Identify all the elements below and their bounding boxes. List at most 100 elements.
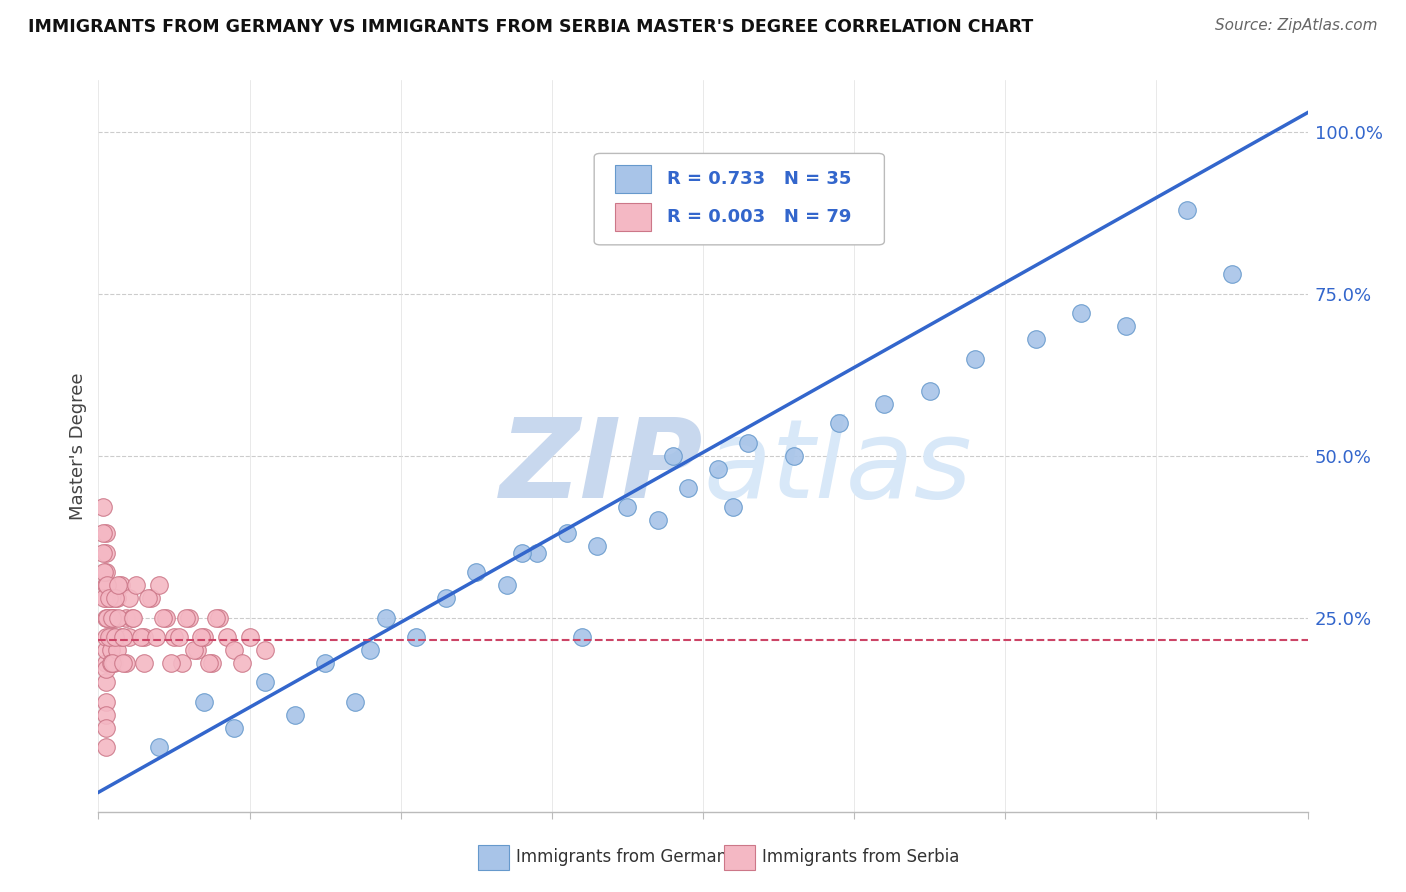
Bar	[614, 165, 651, 193]
Point	[360, 643, 382, 657]
Point	[129, 630, 152, 644]
Point	[111, 656, 134, 670]
Point	[152, 610, 174, 624]
Point	[101, 656, 124, 670]
Point	[121, 610, 143, 624]
Point	[616, 500, 638, 515]
Point	[374, 610, 396, 624]
Point	[94, 643, 117, 657]
Point	[405, 630, 427, 644]
Point	[183, 643, 205, 657]
Point	[141, 591, 163, 606]
Point	[132, 630, 155, 644]
Point	[104, 591, 127, 606]
Point	[647, 513, 669, 527]
Point	[828, 417, 851, 431]
Point	[170, 656, 193, 670]
Point	[783, 449, 806, 463]
Point	[510, 546, 533, 560]
Point	[91, 526, 114, 541]
Point	[94, 662, 117, 676]
Point	[110, 578, 132, 592]
Point	[737, 435, 759, 450]
Point	[495, 578, 517, 592]
Point	[114, 610, 136, 624]
Point	[103, 630, 125, 644]
Text: R = 0.003   N = 79: R = 0.003 N = 79	[666, 208, 851, 226]
Point	[98, 630, 121, 644]
Point	[555, 526, 578, 541]
Point	[100, 610, 122, 624]
Point	[94, 566, 117, 580]
FancyBboxPatch shape	[595, 153, 884, 244]
Point	[94, 656, 117, 670]
Point	[94, 578, 117, 592]
Point	[314, 656, 336, 670]
Point	[190, 630, 212, 644]
Point	[208, 610, 231, 624]
Point	[100, 656, 122, 670]
Text: R = 0.733   N = 35: R = 0.733 N = 35	[666, 170, 851, 188]
Point	[434, 591, 457, 606]
Point	[586, 539, 609, 553]
Point	[163, 630, 186, 644]
Point	[723, 500, 745, 515]
Point	[284, 707, 307, 722]
Text: atlas: atlas	[703, 415, 972, 522]
Point	[94, 675, 117, 690]
Point	[100, 591, 122, 606]
Point	[96, 578, 118, 592]
Point	[965, 351, 987, 366]
Point	[707, 461, 730, 475]
Point	[94, 610, 117, 624]
Y-axis label: Master's Degree: Master's Degree	[69, 372, 87, 520]
Point	[197, 656, 219, 670]
Point	[107, 578, 129, 592]
Point	[231, 656, 253, 670]
Point	[253, 643, 276, 657]
Point	[94, 721, 117, 735]
Point	[105, 643, 128, 657]
Bar	[614, 203, 651, 231]
Point	[676, 481, 699, 495]
Point	[1024, 332, 1046, 346]
Point	[94, 695, 117, 709]
Point	[344, 695, 367, 709]
Point	[104, 630, 127, 644]
Point	[94, 739, 117, 754]
Point	[224, 721, 246, 735]
Text: Source: ZipAtlas.com: Source: ZipAtlas.com	[1215, 18, 1378, 33]
Point	[873, 397, 896, 411]
Point	[91, 500, 114, 515]
Point	[253, 675, 276, 690]
Point	[167, 630, 190, 644]
Point	[193, 695, 215, 709]
Point	[186, 643, 208, 657]
Point	[918, 384, 941, 398]
Point	[100, 630, 122, 644]
Point	[103, 610, 125, 624]
Point	[215, 630, 238, 644]
Point	[125, 578, 148, 592]
Point	[193, 630, 215, 644]
Point	[1220, 268, 1243, 282]
Point	[148, 739, 170, 754]
Point	[160, 656, 183, 670]
Text: ZIP: ZIP	[499, 415, 703, 522]
Point	[96, 610, 118, 624]
Text: IMMIGRANTS FROM GERMANY VS IMMIGRANTS FROM SERBIA MASTER'S DEGREE CORRELATION CH: IMMIGRANTS FROM GERMANY VS IMMIGRANTS FR…	[28, 18, 1033, 36]
Point	[239, 630, 262, 644]
Point	[155, 610, 177, 624]
Point	[224, 643, 246, 657]
Point	[132, 656, 155, 670]
Point	[105, 591, 128, 606]
Point	[1175, 202, 1198, 217]
Text: Immigrants from Serbia: Immigrants from Serbia	[762, 848, 959, 866]
Point	[100, 643, 122, 657]
Point	[174, 610, 197, 624]
Point	[93, 591, 115, 606]
Point	[122, 610, 145, 624]
Point	[94, 526, 117, 541]
Point	[205, 610, 228, 624]
Point	[114, 656, 136, 670]
